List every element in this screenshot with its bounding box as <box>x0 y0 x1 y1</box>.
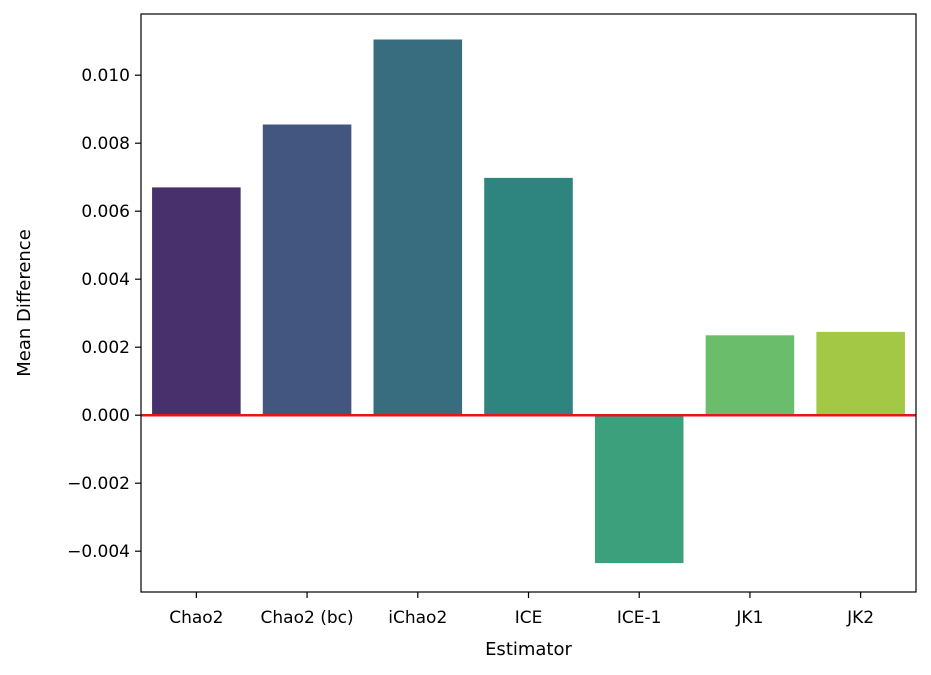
x-tick-label: JK2 <box>846 608 874 628</box>
y-tick-label: −0.004 <box>67 542 130 562</box>
y-tick-label: 0.006 <box>81 202 130 222</box>
bar-ice <box>484 177 573 416</box>
bar-chao2 <box>152 187 241 416</box>
x-tick-label: Chao2 <box>169 608 223 628</box>
y-tick-label: −0.002 <box>67 474 130 494</box>
x-tick-label: ICE <box>515 608 543 628</box>
x-tick-label: JK1 <box>735 608 763 628</box>
y-tick-label: 0.008 <box>81 134 130 154</box>
bar-ichao2 <box>373 39 463 416</box>
y-axis-ticks: −0.004 −0.002 0.000 0.002 0.004 0.006 0.008 0.0… <box>67 66 141 562</box>
bar-chao2-bc <box>262 124 352 416</box>
x-axis-label: Estimator <box>485 639 572 660</box>
y-tick-label: 0.000 <box>81 406 130 426</box>
y-tick-label: 0.004 <box>81 270 130 290</box>
x-tick-label: Chao2 (bc) <box>261 608 354 628</box>
x-tick-label: ICE-1 <box>617 608 662 628</box>
y-axis-label: Mean Difference <box>14 229 35 377</box>
x-tick-label: iChao2 <box>388 608 447 628</box>
bar-jk2 <box>816 331 905 416</box>
y-tick-label: 0.010 <box>81 66 130 86</box>
bar-jk1 <box>705 335 795 416</box>
bars-group <box>152 39 905 564</box>
x-axis-ticks: Chao2 Chao2 (bc) iChao2 ICE ICE-1 JK1 JK2 <box>169 592 874 628</box>
y-tick-label: 0.002 <box>81 338 130 358</box>
bar-ice-1 <box>594 415 684 564</box>
